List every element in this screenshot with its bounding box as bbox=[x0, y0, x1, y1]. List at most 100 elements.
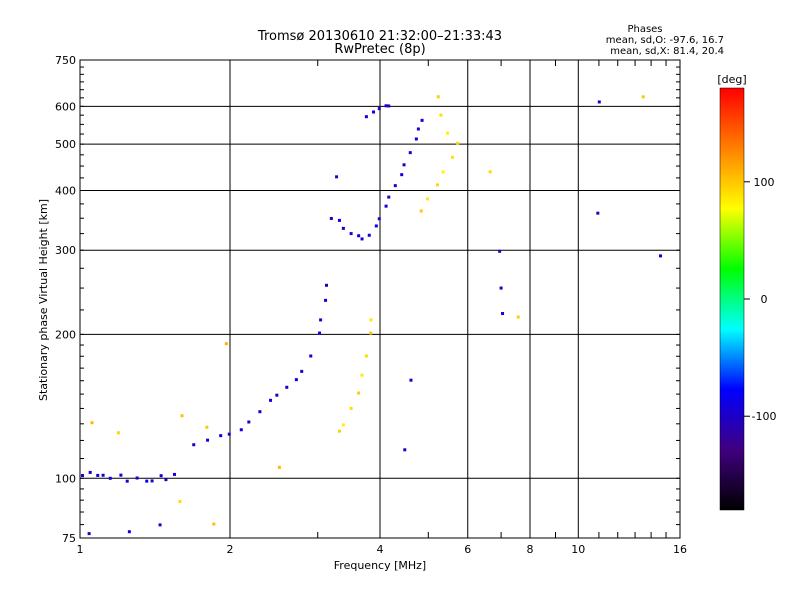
data-point bbox=[420, 118, 424, 122]
x-tick-label-4: 8 bbox=[527, 543, 534, 556]
x-tick-label-3: 6 bbox=[464, 543, 471, 556]
data-point bbox=[393, 184, 397, 188]
data-point bbox=[159, 474, 163, 478]
colorbar-tick-label-2: -100 bbox=[752, 410, 777, 423]
data-point bbox=[135, 476, 139, 480]
data-point bbox=[180, 414, 184, 418]
x-tick-label-1: 2 bbox=[227, 543, 234, 556]
data-point bbox=[239, 428, 243, 432]
data-point bbox=[341, 226, 345, 230]
stats-heading: Phases bbox=[627, 24, 662, 35]
data-point bbox=[145, 479, 149, 483]
data-point bbox=[369, 318, 373, 322]
stats-line-o: mean, sd,O: -97.6, 16.7 bbox=[606, 35, 724, 46]
data-point bbox=[488, 170, 492, 174]
data-point bbox=[501, 312, 505, 316]
x-tick-label-6: 16 bbox=[673, 543, 687, 556]
data-point bbox=[400, 173, 404, 177]
data-point bbox=[164, 478, 168, 482]
data-point bbox=[294, 378, 298, 382]
data-point bbox=[227, 432, 231, 436]
data-point bbox=[403, 448, 407, 452]
data-point bbox=[125, 479, 129, 483]
x-tick-label-5: 10 bbox=[571, 543, 585, 556]
data-point bbox=[192, 443, 196, 447]
data-point bbox=[116, 431, 120, 435]
data-point bbox=[357, 234, 361, 238]
data-point bbox=[206, 438, 210, 442]
colorbar-ticks: 100 0 -100 bbox=[744, 176, 776, 423]
data-point bbox=[402, 163, 406, 167]
chart-title: Tromsø 20130610 21:32:00–21:33:43 bbox=[257, 29, 502, 44]
data-point bbox=[319, 318, 323, 322]
y-tick-label-2: 200 bbox=[55, 328, 76, 341]
data-point bbox=[360, 237, 364, 241]
data-point bbox=[419, 209, 423, 213]
data-point bbox=[247, 420, 251, 424]
data-point bbox=[414, 137, 418, 141]
data-point bbox=[96, 473, 100, 477]
data-point bbox=[377, 107, 381, 111]
data-point bbox=[337, 429, 341, 433]
data-point bbox=[337, 218, 341, 222]
data-point bbox=[269, 398, 273, 402]
data-point bbox=[364, 354, 368, 358]
data-point bbox=[439, 113, 443, 117]
plot-frame bbox=[79, 59, 681, 539]
data-point bbox=[369, 331, 373, 335]
data-point bbox=[349, 406, 353, 410]
data-point bbox=[499, 286, 503, 290]
data-point bbox=[596, 211, 600, 215]
stats-line-x: mean, sd,X: 81.4, 20.4 bbox=[610, 46, 724, 57]
y-tick-label-0: 75 bbox=[62, 532, 76, 545]
data-point bbox=[367, 233, 371, 237]
chart-subtitle: RwPretec (8p) bbox=[334, 42, 425, 57]
data-point bbox=[360, 373, 364, 377]
data-point bbox=[349, 232, 353, 236]
data-point bbox=[372, 110, 376, 114]
data-point bbox=[441, 170, 445, 174]
data-point bbox=[329, 216, 333, 220]
data-point bbox=[205, 425, 209, 429]
data-point bbox=[300, 369, 304, 373]
data-point bbox=[435, 183, 439, 187]
y-axis-label: Stationary phase Virtual Height [km] bbox=[37, 199, 50, 401]
colorbar-tick-label-1: 0 bbox=[761, 293, 768, 306]
data-point bbox=[387, 104, 391, 108]
data-point bbox=[384, 104, 388, 108]
data-point bbox=[641, 95, 645, 99]
data-point bbox=[172, 472, 176, 476]
data-point bbox=[341, 423, 345, 427]
data-points bbox=[80, 95, 662, 536]
data-point bbox=[101, 473, 105, 477]
data-point bbox=[90, 421, 94, 425]
y-tick-label-4: 400 bbox=[55, 184, 76, 197]
data-point bbox=[150, 479, 154, 483]
data-point bbox=[387, 195, 391, 199]
grid-lines bbox=[79, 59, 681, 539]
data-point bbox=[108, 476, 112, 480]
data-point bbox=[277, 465, 281, 469]
data-point bbox=[318, 331, 322, 335]
data-point bbox=[119, 473, 123, 477]
data-point bbox=[335, 175, 339, 179]
data-point bbox=[224, 342, 228, 346]
y-tick-label-6: 600 bbox=[55, 100, 76, 113]
data-point bbox=[285, 385, 289, 389]
data-point bbox=[436, 95, 440, 99]
colorbar-tick-label-0: 100 bbox=[754, 176, 775, 189]
data-point bbox=[426, 197, 430, 201]
data-point bbox=[498, 249, 502, 253]
x-tick-label-0: 1 bbox=[77, 543, 84, 556]
data-point bbox=[384, 204, 388, 208]
y-axis-ticks: 75 100 200 300 400 500 600 750 bbox=[55, 54, 680, 545]
colorbar-label: [deg] bbox=[717, 73, 746, 86]
data-point bbox=[88, 470, 92, 474]
data-point bbox=[658, 254, 662, 258]
y-tick-label-5: 500 bbox=[55, 138, 76, 151]
data-point bbox=[364, 115, 368, 119]
data-point bbox=[258, 410, 262, 414]
data-point bbox=[450, 155, 454, 159]
data-point bbox=[409, 378, 413, 382]
